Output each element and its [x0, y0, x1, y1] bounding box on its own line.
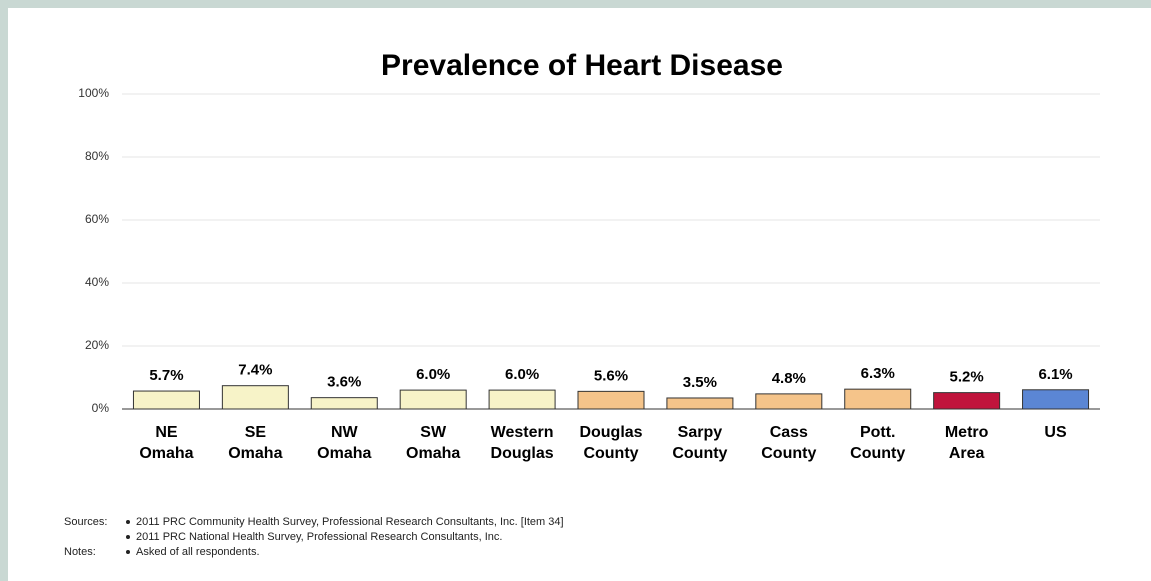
- bar: [399, 389, 467, 410]
- value-label: 3.5%: [683, 374, 717, 391]
- y-tick-label: 40%: [85, 275, 109, 289]
- bullet: [126, 550, 130, 554]
- y-tick-label: 100%: [78, 86, 109, 100]
- bar: [488, 389, 556, 410]
- x-tick-label: Douglas: [579, 424, 642, 441]
- x-tick-label: US: [1044, 424, 1067, 441]
- x-tick-label: County: [850, 445, 905, 462]
- value-label: 6.0%: [416, 366, 450, 383]
- x-tick-label: Pott.: [860, 424, 896, 441]
- source: 2011 PRC Community Health Survey, Profes…: [136, 516, 564, 528]
- value-label: 7.4%: [238, 362, 272, 379]
- x-tick-label: Cass: [770, 424, 808, 441]
- bar: [310, 397, 378, 410]
- panel: [8, 8, 1151, 581]
- value-label: 5.7%: [149, 367, 183, 384]
- notes-label: Notes:: [64, 546, 96, 558]
- value-label: 6.3%: [861, 365, 895, 382]
- bar: [666, 397, 734, 410]
- source: 2011 PRC National Health Survey, Profess…: [136, 531, 502, 543]
- chart-title: Prevalence of Heart Disease: [381, 49, 783, 82]
- bullet: [126, 520, 130, 524]
- value-label: 5.6%: [594, 367, 628, 384]
- sources-label: Sources:: [64, 516, 107, 528]
- x-tick-label: County: [583, 445, 638, 462]
- y-tick-label: 60%: [85, 212, 109, 226]
- x-tick-label: Metro: [945, 424, 989, 441]
- x-tick-label: NE: [155, 424, 178, 441]
- x-tick-label: NW: [331, 424, 359, 441]
- x-tick-label: Omaha: [228, 445, 282, 462]
- bar: [221, 385, 289, 410]
- bar: [132, 390, 200, 410]
- x-tick-label: Sarpy: [678, 424, 723, 441]
- x-tick-label: Omaha: [139, 445, 193, 462]
- x-tick-label: County: [672, 445, 727, 462]
- x-tick-label: Western: [491, 424, 554, 441]
- bar: [844, 388, 912, 410]
- x-tick-label: Omaha: [317, 445, 371, 462]
- bar: [933, 392, 1001, 410]
- bullet: [126, 535, 130, 539]
- x-tick-label: SW: [420, 424, 447, 441]
- x-tick-label: Omaha: [406, 445, 460, 462]
- value-label: 5.2%: [950, 369, 984, 386]
- note: Asked of all respondents.: [136, 546, 260, 558]
- bar: [755, 393, 823, 410]
- x-tick-label: Area: [949, 445, 985, 462]
- y-tick-label: 80%: [85, 149, 109, 163]
- value-label: 6.0%: [505, 366, 539, 383]
- value-label: 6.1%: [1038, 366, 1072, 383]
- x-tick-label: SE: [245, 424, 267, 441]
- x-tick-label: County: [761, 445, 816, 462]
- y-tick-label: 20%: [85, 338, 109, 352]
- y-tick-label: 0%: [92, 401, 110, 415]
- value-label: 4.8%: [772, 370, 806, 387]
- x-tick-label: Douglas: [491, 445, 554, 462]
- value-label: 3.6%: [327, 374, 361, 391]
- bar: [577, 390, 645, 410]
- bar: [1022, 389, 1090, 410]
